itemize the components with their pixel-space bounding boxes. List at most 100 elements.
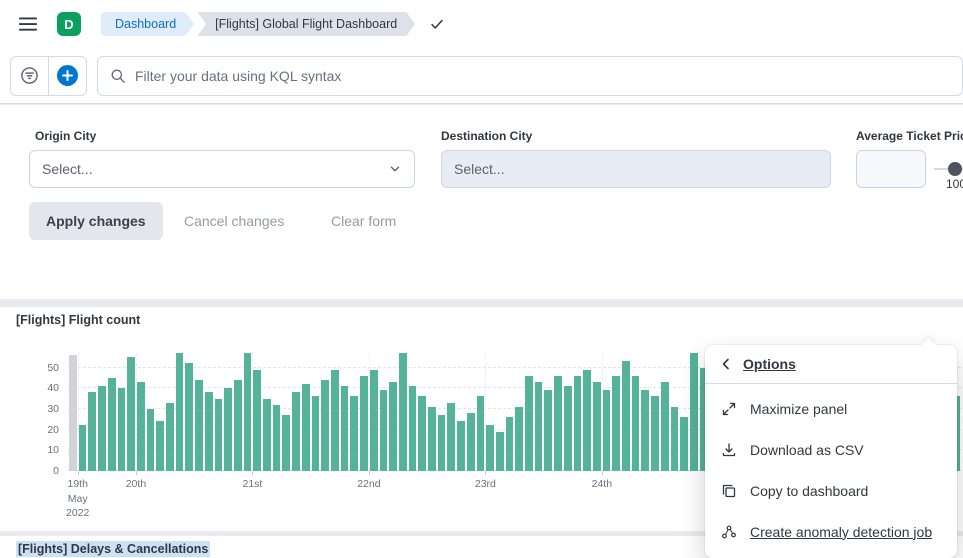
chart-bar[interactable] xyxy=(146,408,155,471)
chart-bar[interactable] xyxy=(428,406,436,471)
chart-bar[interactable] xyxy=(224,388,232,471)
chart-bar[interactable] xyxy=(369,369,378,471)
chart-bar[interactable] xyxy=(563,386,572,471)
chart-bar[interactable] xyxy=(243,353,252,471)
options-menu-item-label: Maximize panel xyxy=(750,400,848,417)
chart-bar[interactable] xyxy=(379,390,388,471)
chevron-left-icon xyxy=(718,356,734,372)
x-axis-tick xyxy=(77,471,79,475)
check-icon[interactable] xyxy=(429,16,445,32)
chart-bar[interactable] xyxy=(156,421,165,471)
chart-bar[interactable] xyxy=(495,431,504,471)
chart-bar[interactable] xyxy=(466,413,475,471)
chart-bar[interactable] xyxy=(554,375,562,471)
chart-bar[interactable] xyxy=(573,375,582,471)
chart-bar[interactable] xyxy=(612,375,621,471)
options-menu-item-label: Copy to dashboard xyxy=(750,482,869,499)
chart-bar[interactable] xyxy=(98,386,106,471)
options-menu-item[interactable]: Download as CSV xyxy=(705,429,957,470)
chart-bar[interactable] xyxy=(476,396,485,471)
chart-bar[interactable] xyxy=(418,396,427,471)
chart-bar[interactable] xyxy=(437,415,446,471)
add-filter-button[interactable] xyxy=(48,56,86,95)
chart-bar[interactable] xyxy=(699,367,708,471)
chart-bar[interactable] xyxy=(592,381,601,471)
chart-bar[interactable] xyxy=(505,417,514,471)
chart-bar[interactable] xyxy=(340,386,349,471)
delays-panel-title[interactable]: [Flights] Delays & Cancellations xyxy=(16,541,211,557)
chart-bar[interactable] xyxy=(486,425,494,471)
chart-bar[interactable] xyxy=(515,406,524,471)
flight-count-panel-title[interactable]: [Flights] Flight count xyxy=(16,313,141,327)
chart-bar[interactable] xyxy=(321,379,329,471)
chart-bar[interactable] xyxy=(127,357,135,471)
price-range-slider-thumb[interactable] xyxy=(948,162,962,176)
hamburger-menu-icon[interactable] xyxy=(16,12,40,36)
chart-bar[interactable] xyxy=(107,377,116,471)
origin-city-select[interactable]: Select... xyxy=(29,150,415,188)
chart-bar[interactable] xyxy=(583,369,591,471)
x-axis-tick xyxy=(135,471,137,475)
chart-bar[interactable] xyxy=(680,417,688,471)
chart-bar[interactable] xyxy=(233,379,242,471)
chart-bar[interactable] xyxy=(166,402,174,471)
chart-bar[interactable] xyxy=(631,375,640,471)
chart-bar[interactable] xyxy=(311,396,320,471)
options-menu-item[interactable]: Copy to dashboard xyxy=(705,470,957,511)
space-avatar[interactable]: D xyxy=(57,12,81,36)
x-gridline xyxy=(252,353,254,471)
breadcrumb-current-dashboard[interactable]: [Flights] Global Flight Dashboard xyxy=(197,12,415,36)
chart-bar[interactable] xyxy=(651,396,659,471)
chart-bar[interactable] xyxy=(447,402,456,471)
chart-bar[interactable] xyxy=(253,369,262,471)
apply-changes-button[interactable]: Apply changes xyxy=(29,202,163,240)
chart-bar[interactable] xyxy=(602,390,611,471)
y-gridline xyxy=(68,407,961,409)
chart-bar[interactable] xyxy=(389,381,397,471)
options-menu-title: Options xyxy=(743,356,796,372)
x-axis-tick-label: 24th xyxy=(591,478,613,490)
chart-bar[interactable] xyxy=(622,361,630,471)
chart-bar[interactable] xyxy=(660,381,669,471)
saved-query-icon[interactable] xyxy=(11,57,48,95)
chart-bar[interactable] xyxy=(457,421,465,471)
destination-city-select[interactable]: Select... xyxy=(441,150,831,188)
chart-bar[interactable] xyxy=(88,392,97,471)
average-ticket-price-input[interactable] xyxy=(856,150,926,188)
chart-bar[interactable] xyxy=(525,375,533,471)
chart-bar[interactable] xyxy=(360,375,368,471)
chart-bar[interactable] xyxy=(398,353,407,471)
chart-bar[interactable] xyxy=(670,406,679,471)
chart-bar[interactable] xyxy=(690,353,698,471)
chart-bar[interactable] xyxy=(69,355,77,471)
chart-bar[interactable] xyxy=(175,353,184,471)
chart-bar[interactable] xyxy=(78,425,87,471)
x-gridline xyxy=(135,353,137,471)
chart-bar[interactable] xyxy=(185,363,194,471)
cancel-changes-button[interactable]: Cancel changes xyxy=(184,213,285,229)
chart-bar[interactable] xyxy=(544,390,553,471)
chart-bar[interactable] xyxy=(263,398,271,471)
chart-bar[interactable] xyxy=(195,379,203,471)
chart-bar[interactable] xyxy=(117,388,126,471)
kql-search-input[interactable] xyxy=(134,67,950,84)
chart-bar[interactable] xyxy=(301,384,310,471)
options-back-header[interactable]: Options xyxy=(705,345,957,384)
chart-bar[interactable] xyxy=(330,369,339,471)
options-menu-item[interactable]: Maximize panel xyxy=(705,388,957,429)
chart-bar[interactable] xyxy=(204,392,213,471)
options-menu-item-label: Create anomaly detection job xyxy=(750,523,933,540)
chart-bar[interactable] xyxy=(136,381,145,471)
options-menu-item[interactable]: Create anomaly detection job xyxy=(705,511,957,552)
chart-bar[interactable] xyxy=(350,396,359,471)
chart-bar[interactable] xyxy=(534,381,543,471)
breadcrumb-dashboard[interactable]: Dashboard xyxy=(101,12,194,36)
chart-bar[interactable] xyxy=(408,386,417,471)
chart-bar[interactable] xyxy=(641,390,650,471)
chart-bar[interactable] xyxy=(292,392,300,471)
clear-form-button[interactable]: Clear form xyxy=(331,213,397,229)
chart-bar[interactable] xyxy=(272,404,281,471)
options-menu-items: Maximize panel Download as CSV Copy to das… xyxy=(705,384,957,552)
chart-bar[interactable] xyxy=(214,398,223,471)
chart-bar[interactable] xyxy=(282,415,291,471)
